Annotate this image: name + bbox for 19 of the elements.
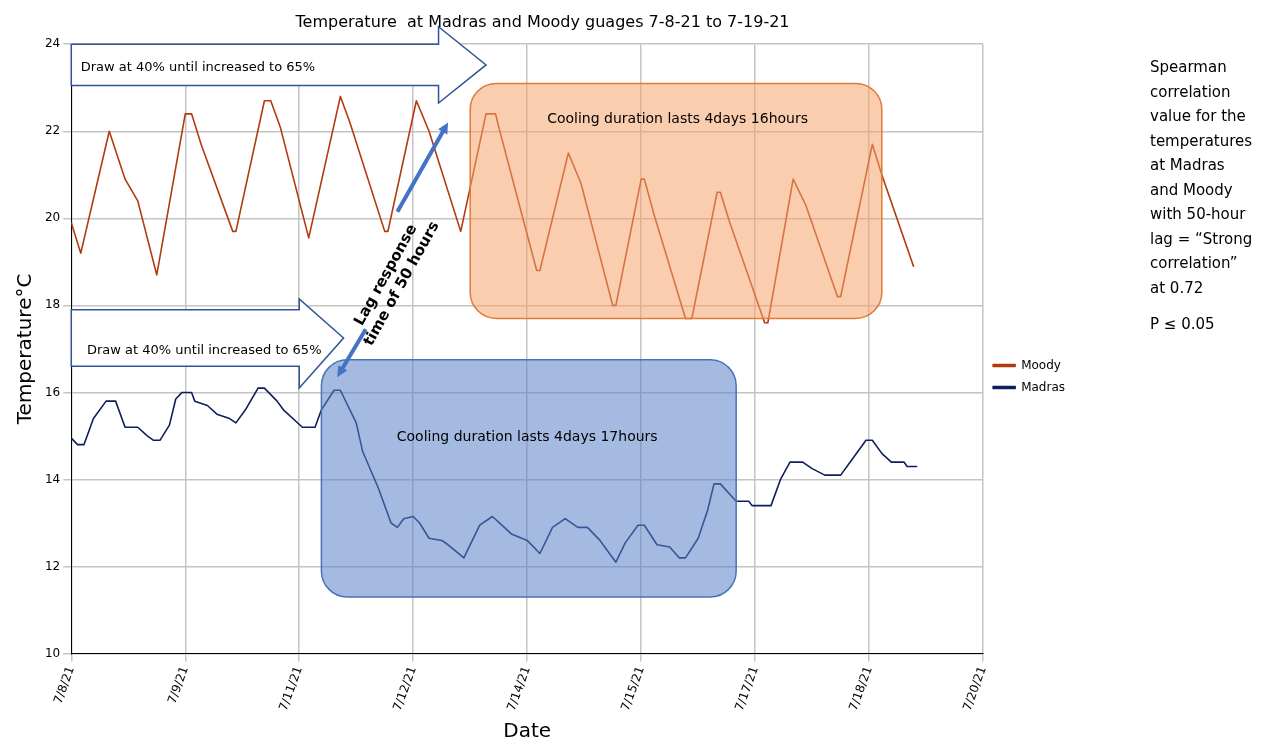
annotation: Cooling duration lasts 4days 16hours bbox=[547, 110, 809, 127]
y-tick-label: 14 bbox=[44, 471, 61, 486]
text: Spearman correlation value for the temperatures at Madras and Moody with 50-hour lag = “Strong correlation” at 0.72 bbox=[1150, 58, 1253, 297]
annotation: Draw at 40% until increased to 65% bbox=[87, 341, 322, 357]
chart-title: Temperature at Madras and Moody guages 7-8-21 to 7-19-21 bbox=[294, 11, 790, 31]
legend-label: Madras bbox=[1021, 379, 1066, 394]
y-tick-label: 20 bbox=[44, 210, 61, 225]
x-axis-title: Date bbox=[503, 718, 552, 743]
annotation: Draw at 40% until increased to 65% bbox=[80, 58, 316, 74]
y-tick-label: 12 bbox=[44, 558, 61, 573]
y-tick-label: 24 bbox=[44, 36, 61, 51]
annotation: Cooling duration lasts 4days 17hours bbox=[396, 427, 658, 444]
legend-label: Moody bbox=[1021, 357, 1061, 372]
y-tick-label: 10 bbox=[44, 645, 61, 660]
text: P ≤ 0.05 bbox=[1150, 314, 1216, 335]
y-tick-label: 16 bbox=[44, 384, 61, 399]
y-tick-label: 18 bbox=[44, 297, 61, 312]
y-tick-label: 22 bbox=[44, 123, 61, 138]
y-axis-title: Temperature°C bbox=[12, 273, 37, 426]
